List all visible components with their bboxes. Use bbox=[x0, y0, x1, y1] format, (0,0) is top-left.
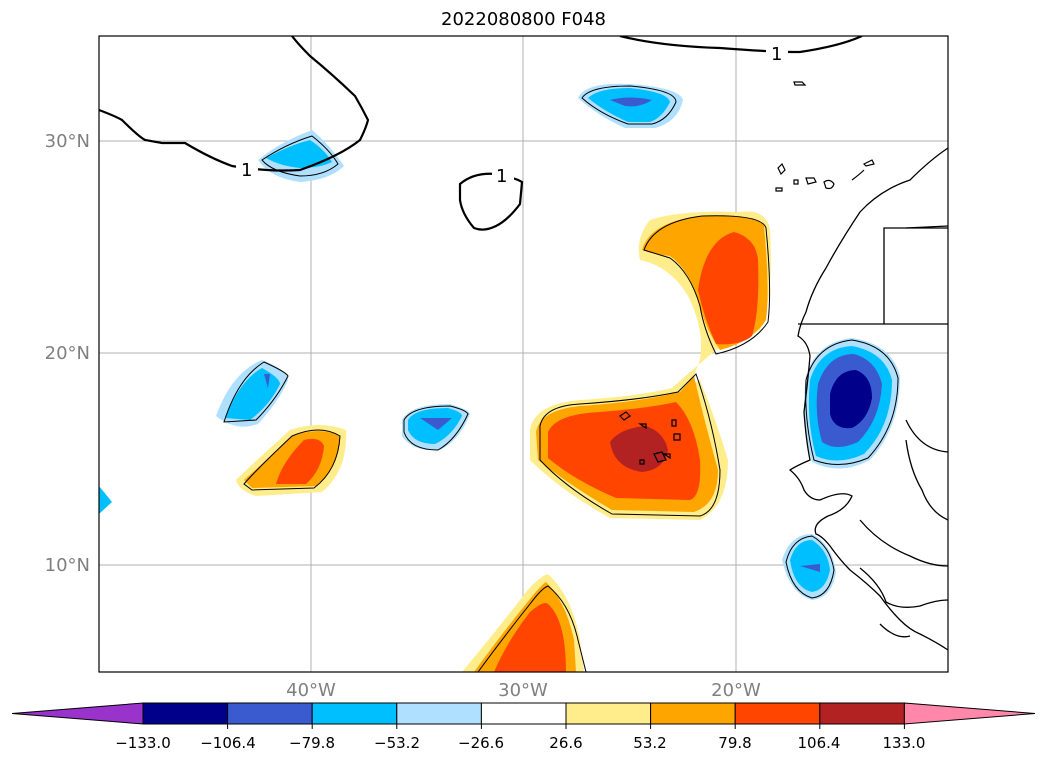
colorbar-tick-label: 79.8 bbox=[718, 734, 752, 752]
colorbar-extend-low bbox=[11, 702, 144, 725]
colorbar-tick-label: −106.4 bbox=[200, 734, 256, 752]
lon-label-30w: 30°W bbox=[498, 680, 548, 701]
colorbar-tick-label: 106.4 bbox=[797, 734, 841, 752]
map-title: 2022080800 F048 bbox=[441, 9, 606, 30]
colorbar-tick-label: −79.8 bbox=[289, 734, 335, 752]
lat-label-20n: 20°N bbox=[44, 343, 90, 364]
thick-contours bbox=[99, 36, 863, 231]
colorbar-tick-label: 133.0 bbox=[882, 734, 926, 752]
colorbar-segment bbox=[227, 702, 313, 725]
thin-contours bbox=[223, 85, 899, 672]
colorbar-extend-high bbox=[903, 702, 1036, 725]
colorbar-segment bbox=[311, 702, 398, 725]
islands bbox=[619, 81, 875, 465]
lon-label-40w: 40°W bbox=[286, 680, 336, 701]
negative-anomaly-regions bbox=[99, 83, 900, 600]
contour-label-1c: 1 bbox=[496, 166, 507, 187]
positive-anomaly-regions bbox=[236, 211, 771, 672]
colorbar-tick-label: −26.6 bbox=[458, 734, 504, 752]
lon-label-20w: 20°W bbox=[711, 680, 761, 701]
colorbar-tick-label: 26.6 bbox=[549, 734, 583, 752]
colorbar-segment bbox=[565, 702, 652, 725]
colorbar-segment bbox=[650, 702, 736, 725]
colorbar-tick-label: 53.2 bbox=[633, 734, 667, 752]
contour-labels: 1 1 1 bbox=[236, 44, 788, 187]
colorbar-segment bbox=[734, 702, 821, 725]
lat-label-30n: 30°N bbox=[44, 131, 90, 152]
colorbar-tick-label: −133.0 bbox=[115, 734, 171, 752]
colorbar-segment bbox=[396, 702, 482, 725]
colorbar-segment bbox=[142, 702, 229, 725]
contour-label-1a: 1 bbox=[241, 160, 252, 181]
lat-label-10n: 10°N bbox=[44, 555, 90, 576]
plot-frame bbox=[98, 35, 949, 673]
contour-label-1b: 1 bbox=[771, 44, 782, 65]
coastline bbox=[788, 147, 948, 651]
colorbar-segment bbox=[819, 702, 905, 725]
colorbar bbox=[11, 702, 1036, 729]
colorbar-tick-label: −53.2 bbox=[374, 734, 420, 752]
colorbar-segment bbox=[480, 702, 567, 725]
